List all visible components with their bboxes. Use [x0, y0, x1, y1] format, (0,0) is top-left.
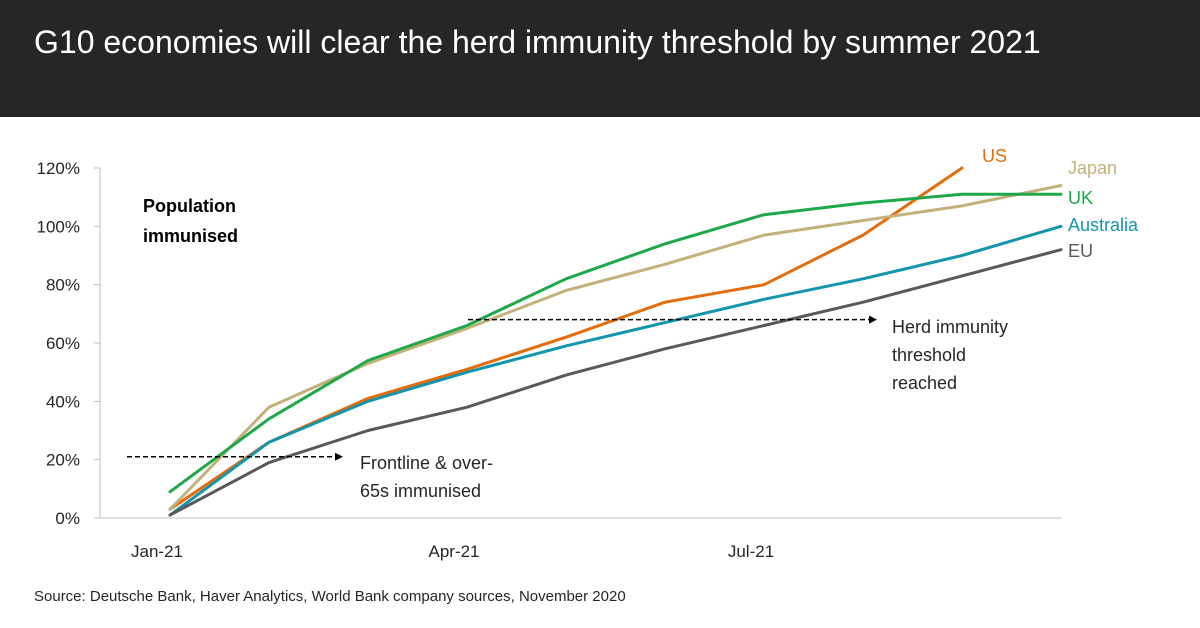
- series-label-eu: EU: [1068, 241, 1093, 261]
- y-tick-label: 40%: [46, 392, 80, 411]
- y-tick-label: 120%: [37, 159, 80, 178]
- y-tick-label: 60%: [46, 334, 80, 353]
- chart-area: 0% 20% 40% 60% 80% 100% 120% Jan-21 Apr-21 Jul-21…: [0, 117, 1200, 628]
- annotation-text-herd: reached: [892, 373, 957, 393]
- series-label-australia: Australia: [1068, 215, 1139, 235]
- series-line-eu: [168, 248, 1063, 517]
- y-tick-label: 0%: [55, 509, 80, 528]
- series-label-uk: UK: [1068, 188, 1093, 208]
- annotation-text-herd: threshold: [892, 345, 966, 365]
- page-title: G10 economies will clear the herd immuni…: [34, 24, 1041, 60]
- annotation-text-frontline: 65s immunised: [360, 481, 481, 501]
- axes: 0% 20% 40% 60% 80% 100% 120% Jan-21 Apr-21 Jul-21: [37, 159, 1062, 561]
- series-label-us: US: [982, 146, 1007, 166]
- series-line-australia: [168, 224, 1063, 517]
- series-line-japan: [168, 184, 1063, 511]
- annotation-text-herd: Herd immunity: [892, 317, 1008, 337]
- source-note: Source: Deutsche Bank, Haver Analytics, …: [34, 588, 626, 605]
- annotations: Frontline & over- 65s immunised Herd immun…: [127, 315, 1008, 501]
- x-tick-label: Jan-21: [131, 542, 183, 561]
- y-axis-label-line2: immunised: [143, 226, 238, 246]
- line-chart: 0% 20% 40% 60% 80% 100% 120% Jan-21 Apr-21 Jul-21…: [37, 146, 1140, 561]
- annotation-text-frontline: Frontline & over-: [360, 453, 493, 473]
- series-group: US Japan UK Australia EU: [168, 146, 1139, 517]
- series-label-japan: Japan: [1068, 158, 1117, 178]
- series-line-uk: [168, 192, 1063, 494]
- y-tick-label: 20%: [46, 451, 80, 470]
- y-tick-label: 80%: [46, 276, 80, 295]
- y-tick-label: 100%: [37, 217, 80, 236]
- y-axis-label: Population: [143, 196, 236, 216]
- series-line-us: [168, 166, 964, 511]
- x-tick-label: Jul-21: [728, 542, 774, 561]
- header-banner: G10 economies will clear the herd immuni…: [0, 0, 1200, 117]
- x-tick-label: Apr-21: [428, 542, 479, 561]
